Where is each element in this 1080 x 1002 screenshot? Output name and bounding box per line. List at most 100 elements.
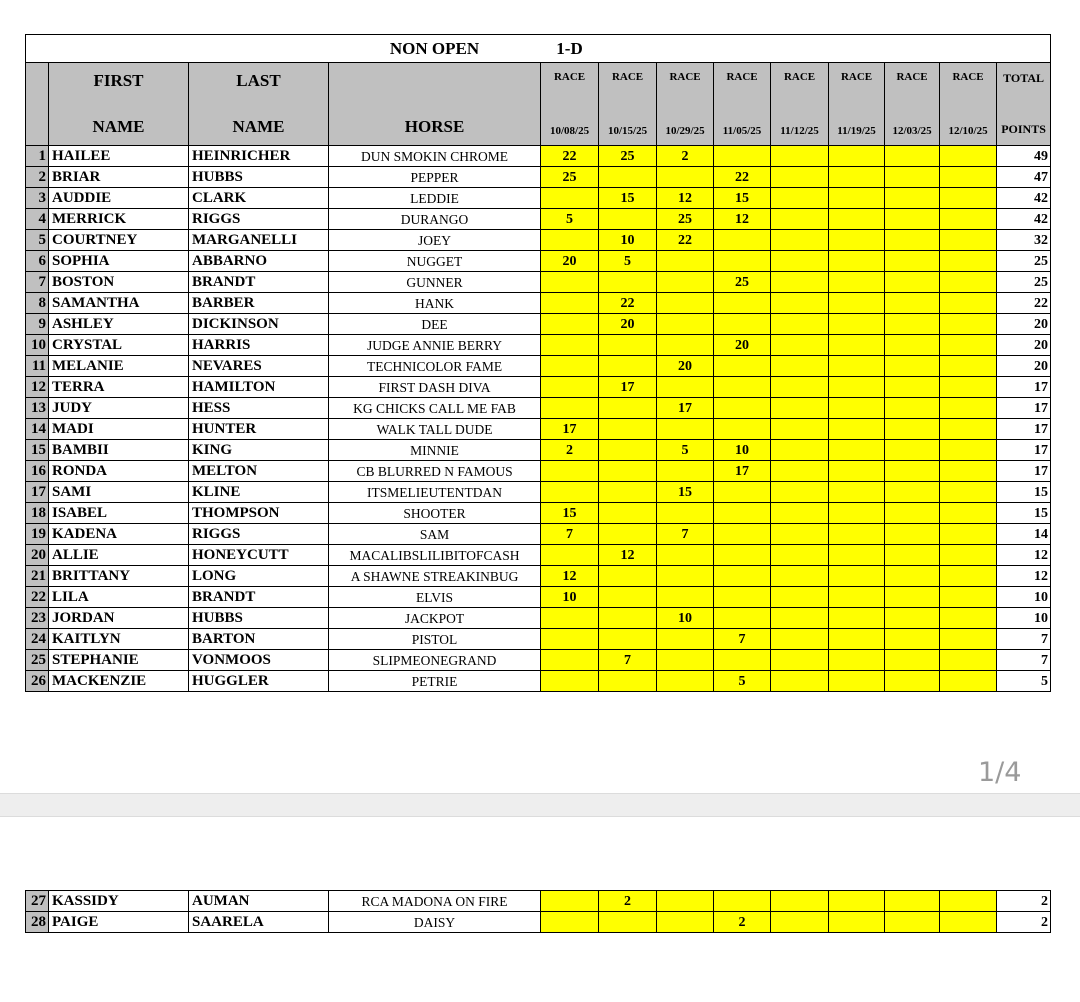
race-4-points xyxy=(713,145,772,167)
race-4-points: 7 xyxy=(713,628,772,650)
table-row: 17 SAMI KLINE ITSMELIEUTENTDAN 15 15 xyxy=(25,481,1052,503)
race-2-points xyxy=(598,607,658,629)
first-name: KASSIDY xyxy=(48,890,189,912)
race-2-points: 2 xyxy=(598,890,657,912)
race-4-points xyxy=(713,890,771,912)
table-row: 11 MELANIE NEVARES TECHNICOLOR FAME 20 20 xyxy=(25,355,1052,377)
total-points: 22 xyxy=(996,292,1052,314)
last-name: BRANDT xyxy=(187,271,330,293)
first-name: JUDY xyxy=(48,397,189,419)
race-1-points xyxy=(540,649,600,671)
race-5-points xyxy=(770,334,830,356)
race-3-points xyxy=(656,166,715,188)
total-points: 20 xyxy=(996,334,1052,356)
race-1-points xyxy=(540,334,600,356)
race-3-points: 22 xyxy=(656,229,715,251)
last-name: AUMAN xyxy=(188,890,329,912)
total-points: 47 xyxy=(996,166,1052,188)
race-4-points: 17 xyxy=(713,460,772,482)
last-name: KLINE xyxy=(187,481,330,503)
race-6-points xyxy=(828,187,886,209)
row-number: 2 xyxy=(25,166,49,188)
horse-name: DAISY xyxy=(328,911,541,933)
row-number: 14 xyxy=(25,418,49,440)
race-4-points xyxy=(713,523,772,545)
race-2-points: 10 xyxy=(598,229,658,251)
race-8-points xyxy=(939,565,998,587)
first-name: ASHLEY xyxy=(48,313,189,335)
race-1-points xyxy=(540,187,600,209)
race-4-points: 15 xyxy=(713,187,772,209)
race-2-points: 12 xyxy=(598,544,658,566)
race-4-points xyxy=(713,607,772,629)
race-2-points: 17 xyxy=(598,376,658,398)
table-row: 23 JORDAN HUBBS JACKPOT 10 10 xyxy=(25,607,1052,629)
race-3-points: 2 xyxy=(656,145,715,167)
race-1-points: 17 xyxy=(540,418,600,440)
total-points: 17 xyxy=(996,460,1052,482)
last-name: LONG xyxy=(187,565,330,587)
race-6-points xyxy=(828,565,886,587)
race-5-points xyxy=(770,586,830,608)
race-8-points xyxy=(939,250,998,272)
last-name: NEVARES xyxy=(187,355,330,377)
first-name: BAMBII xyxy=(48,439,189,461)
race-2-points: 25 xyxy=(598,145,658,167)
race-4-points xyxy=(713,544,772,566)
race-5-points xyxy=(770,376,830,398)
horse-name: RCA MADONA ON FIRE xyxy=(328,890,541,912)
header-row: FIRST NAME LAST NAME HORSE RACE 10/08/25 RAC… xyxy=(25,62,1052,146)
race-8-points xyxy=(939,166,998,188)
race-4-points xyxy=(713,649,772,671)
first-name: CRYSTAL xyxy=(48,334,189,356)
row-number: 22 xyxy=(25,586,49,608)
race-2-points xyxy=(598,628,658,650)
race-3-points: 12 xyxy=(656,187,715,209)
race-5-points xyxy=(770,418,830,440)
last-name: CLARK xyxy=(187,187,330,209)
race-1-points: 15 xyxy=(540,502,600,524)
total-points: 42 xyxy=(996,187,1052,209)
race-6-points xyxy=(828,313,886,335)
race-6-points xyxy=(828,649,886,671)
race-8-points xyxy=(939,376,998,398)
race-4-points xyxy=(713,418,772,440)
row-number: 23 xyxy=(25,607,49,629)
last-name: HUBBS xyxy=(187,607,330,629)
race-6-points xyxy=(828,628,886,650)
race-6-points xyxy=(828,502,886,524)
last-name: HUBBS xyxy=(187,166,330,188)
race-1-points xyxy=(540,376,600,398)
race-5-points xyxy=(770,565,830,587)
race-3-points: 7 xyxy=(656,523,715,545)
race-1-points xyxy=(540,292,600,314)
race-1-points xyxy=(540,544,600,566)
race-2-points xyxy=(598,208,658,230)
race-1-points xyxy=(540,911,599,933)
header-race-2: RACE 10/15/25 xyxy=(598,62,658,146)
race-2-points xyxy=(598,439,658,461)
race-5-points xyxy=(770,481,830,503)
header-race-6: RACE 11/19/25 xyxy=(828,62,886,146)
race-7-points xyxy=(884,355,941,377)
race-8-points xyxy=(939,397,998,419)
race-7-points xyxy=(884,250,941,272)
row-number: 27 xyxy=(25,890,49,912)
race-3-points xyxy=(656,313,715,335)
last-name: RIGGS xyxy=(187,208,330,230)
first-name: BOSTON xyxy=(48,271,189,293)
race-7-points xyxy=(884,166,941,188)
race-4-points xyxy=(713,502,772,524)
horse-name: CB BLURRED N FAMOUS xyxy=(328,460,542,482)
total-points: 5 xyxy=(996,670,1052,692)
header-last-name: LAST NAME xyxy=(187,62,330,146)
race-8-points xyxy=(939,544,998,566)
row-number: 20 xyxy=(25,544,49,566)
race-1-points: 22 xyxy=(540,145,600,167)
race-7-points xyxy=(884,145,941,167)
header-total-points: TOTAL POINTS xyxy=(996,62,1052,146)
horse-name: FIRST DASH DIVA xyxy=(328,376,542,398)
total-points: 42 xyxy=(996,208,1052,230)
race-2-points xyxy=(598,334,658,356)
last-name: HONEYCUTT xyxy=(187,544,330,566)
